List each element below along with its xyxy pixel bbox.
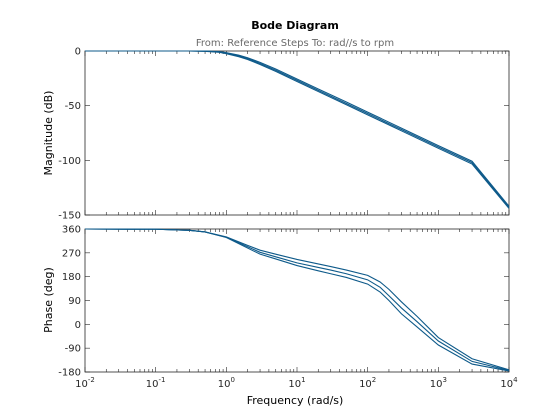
- ph-ytick-label: -180: [58, 368, 81, 379]
- magnitude-axes: [84, 50, 510, 216]
- ph-ytick-label: 180: [62, 272, 81, 283]
- mag-ytick-label: -50: [65, 101, 81, 112]
- phase-axes: [84, 228, 510, 373]
- frequency-xlabel: Frequency (rad/s): [247, 394, 344, 407]
- ph-ytick-label: 270: [62, 248, 81, 259]
- x-tick-base: 10: [146, 379, 159, 390]
- x-tick-exponent: 1: [301, 376, 305, 384]
- x-tick-exponent: 2: [372, 376, 376, 384]
- mag-series-line: [85, 50, 510, 209]
- ph-ytick-label: -90: [65, 344, 81, 355]
- phase-ylabel: Phase (deg): [42, 267, 55, 333]
- x-tick-label: 102: [359, 376, 376, 390]
- x-tick-label: 100: [218, 376, 235, 390]
- x-tick-base: 10: [218, 379, 231, 390]
- x-tick-label: 103: [430, 376, 447, 390]
- magnitude-panel: 0 -50 -100 -150 Magnitude (dB): [42, 47, 510, 222]
- mag-ytick-label: -150: [58, 211, 81, 222]
- x-tick-exponent: -1: [159, 376, 166, 384]
- magnitude-ylabel: Magnitude (dB): [42, 91, 55, 176]
- x-tick-exponent: -2: [88, 376, 95, 384]
- x-tick-exponent: 3: [442, 376, 446, 384]
- x-tick-label: 10-1: [146, 376, 166, 390]
- x-tick-exponent: 0: [230, 376, 234, 384]
- x-tick-base: 10: [500, 379, 513, 390]
- phase-panel: 360 270 180 90 0 -90 -180 Phase (deg): [42, 225, 510, 379]
- chart-subtitle: From: Reference Steps To: rad//s to rpm: [196, 38, 394, 49]
- x-tick-base: 10: [359, 379, 372, 390]
- x-tick-base: 10: [288, 379, 301, 390]
- x-tick-exponent: 4: [513, 376, 518, 384]
- ph-ytick-label: 0: [75, 320, 81, 331]
- ph-series-line: [84, 228, 510, 372]
- ph-ytick-label: 90: [68, 296, 81, 307]
- x-tick-base: 10: [430, 379, 443, 390]
- mag-ytick-label: -100: [58, 156, 81, 167]
- ph-ytick-label: 360: [62, 225, 81, 236]
- x-tick-label: 10-2: [75, 376, 95, 390]
- chart-title: Bode Diagram: [251, 19, 339, 32]
- x-tick-label: 101: [288, 376, 305, 390]
- x-tick-label: 104: [500, 376, 518, 390]
- mag-ytick-label: 0: [75, 47, 81, 58]
- x-tick-base: 10: [75, 379, 88, 390]
